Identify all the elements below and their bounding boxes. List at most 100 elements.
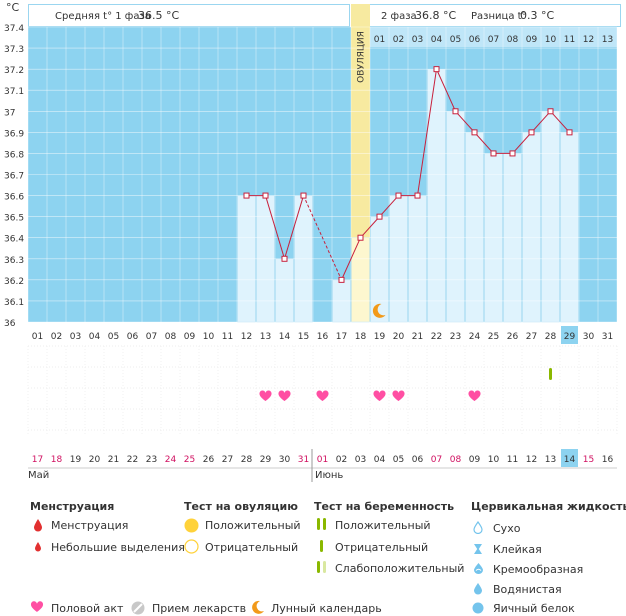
top-day-label: 11 — [564, 35, 575, 45]
y-tick-label: 36.2 — [4, 277, 24, 287]
top-day-label: 04 — [431, 35, 443, 45]
y-tick-label: 36.7 — [4, 172, 24, 182]
date-label: 06 — [412, 455, 424, 465]
temperature-point — [547, 108, 554, 115]
pregnancy-test-weak-icon — [317, 561, 326, 573]
cycle-day-label: 05 — [108, 332, 119, 342]
date-label: 17 — [32, 455, 43, 465]
cycle-day-label: 01 — [32, 332, 43, 342]
cycle-day-label: 24 — [469, 332, 481, 342]
month-label: Июнь — [315, 470, 343, 481]
legend-pregnancy-test-title: Тест на беременность — [314, 500, 455, 513]
legend-cervical-eggwhite: Яичный белок — [493, 602, 575, 615]
legend-cervical-dry: Сухо — [493, 522, 521, 535]
cycle-day-label: 20 — [393, 332, 405, 342]
y-tick-label: 36.8 — [4, 150, 24, 160]
cervical-sticky-icon — [474, 544, 482, 554]
date-label: 16 — [602, 455, 614, 465]
month-label: Май — [28, 470, 49, 481]
legend-moon: Лунный календарь — [271, 602, 382, 615]
ovulation-label: ОВУЛЯЦИЯ — [357, 31, 367, 83]
medication-icon — [131, 601, 145, 615]
y-unit-label: °C — [6, 1, 20, 14]
cervical-creamy-icon — [474, 563, 483, 574]
top-day-label: 12 — [583, 35, 594, 45]
date-label: 05 — [393, 455, 404, 465]
y-tick-label: 36.1 — [4, 298, 24, 308]
date-label: 02 — [336, 455, 347, 465]
legend-cervical-title: Цервикальная жидкость — [471, 500, 626, 513]
date-label: 15 — [583, 455, 594, 465]
legend-intercourse: Половой акт — [51, 602, 124, 615]
cycle-day-label: 29 — [564, 332, 576, 342]
temperature-point — [300, 192, 307, 199]
date-label: 26 — [203, 455, 215, 465]
pregnancy-test-positive-icon — [317, 518, 326, 530]
top-day-row — [370, 27, 617, 47]
date-label: 23 — [146, 455, 157, 465]
spotting-drop-icon — [35, 542, 41, 552]
temperature-bar — [275, 258, 294, 323]
ovulation-test-negative-icon — [184, 539, 199, 554]
top-day-label: 10 — [545, 35, 557, 45]
cycle-day-label: 17 — [336, 332, 347, 342]
cycle-day-label: 25 — [488, 332, 499, 342]
legend-spotting-item: Небольшие выделения — [51, 541, 185, 554]
top-day-label: 02 — [393, 35, 404, 45]
y-tick-label: 36.6 — [4, 193, 24, 203]
temperature-line-segment — [512, 132, 532, 154]
legend-menstruation-title: Менструация — [30, 500, 115, 513]
diff-label: Разница t° — [471, 11, 527, 22]
date-label: 09 — [469, 455, 481, 465]
temperature-point — [281, 255, 288, 262]
legend-medication: Прием лекарств — [152, 602, 247, 615]
y-tick-label: 36.4 — [4, 235, 24, 245]
cervical-eggwhite-icon — [472, 602, 484, 614]
temperature-line-segment — [550, 110, 570, 133]
y-tick-label: 36.9 — [4, 129, 24, 139]
temperature-point — [243, 192, 250, 199]
intercourse-heart — [468, 390, 481, 401]
temperature-line-segment — [303, 195, 342, 281]
legend-cervical-creamy: Кремообразная — [493, 563, 584, 576]
intercourse-heart — [392, 390, 405, 401]
legend-pregnancy-negative: Отрицательный — [335, 541, 429, 554]
cycle-day-label: 16 — [317, 332, 329, 342]
date-label: 18 — [51, 455, 63, 465]
temperature-point — [414, 192, 421, 199]
temperature-point — [433, 66, 440, 73]
y-tick-label: 36.5 — [4, 214, 24, 224]
moon-phase-icon — [372, 303, 386, 318]
temperature-point — [262, 192, 269, 199]
phase2-label: 2 фаза — [381, 11, 417, 22]
top-day-label: 07 — [488, 35, 499, 45]
temperature-point — [376, 213, 383, 220]
temperature-line-segment — [265, 195, 285, 259]
y-tick-label: 36 — [4, 319, 16, 329]
temperature-point — [357, 234, 364, 241]
temperature-chart: °C Средняя t° 1 фаза 36.5 °C 2 фаза 36.8… — [4, 1, 621, 482]
date-label: 08 — [450, 455, 462, 465]
date-label: 03 — [355, 455, 366, 465]
intercourse-heart — [373, 390, 386, 401]
temperature-point — [471, 129, 478, 136]
date-label: 11 — [507, 455, 518, 465]
legend-cervical-watery: Водянистая — [493, 583, 562, 596]
cycle-day-label: 23 — [450, 332, 461, 342]
date-label: 07 — [431, 455, 442, 465]
ovulation-test-positive-icon — [184, 518, 199, 533]
temperature-line-segment — [360, 216, 380, 239]
date-label: 28 — [241, 455, 253, 465]
cycle-day-label: 11 — [222, 332, 233, 342]
legend-ovulation-negative: Отрицательный — [205, 541, 299, 554]
phase1-label: Средняя t° 1 фаза — [55, 11, 151, 22]
date-label: 19 — [70, 455, 82, 465]
temperature-point — [395, 192, 402, 199]
date-label: 24 — [165, 455, 177, 465]
cycle-day-label: 30 — [583, 332, 595, 342]
temperature-bar — [522, 132, 541, 323]
intercourse-heart — [259, 390, 272, 401]
temperature-line-segment — [531, 110, 551, 133]
date-label: 21 — [108, 455, 119, 465]
